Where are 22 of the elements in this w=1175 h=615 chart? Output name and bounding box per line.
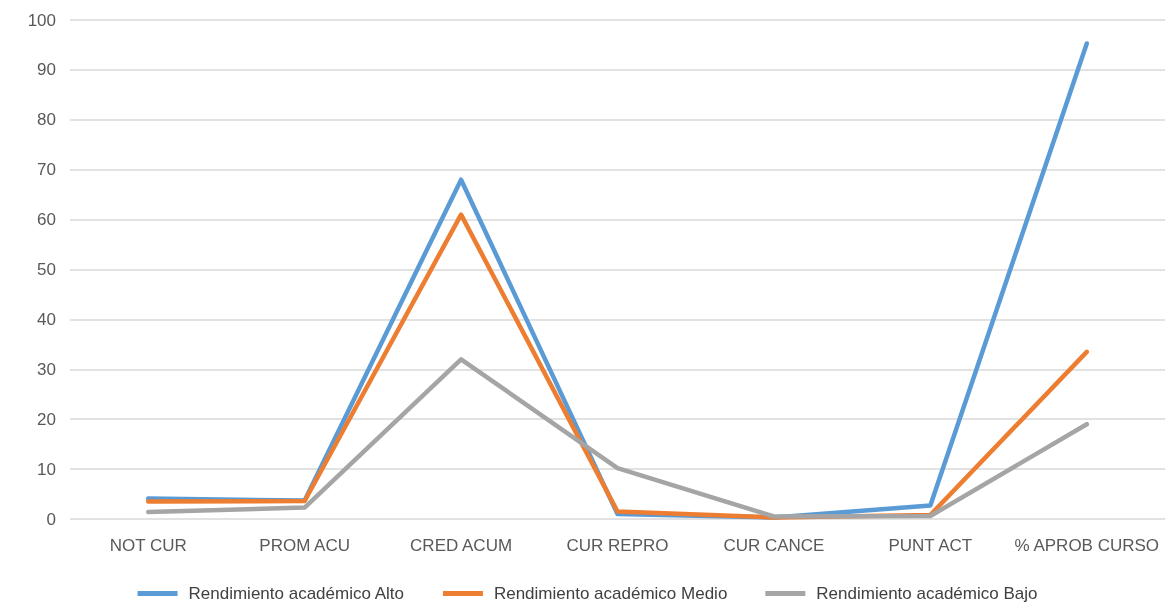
x-tick-label: CUR CANCE xyxy=(723,536,825,555)
y-tick-label: 30 xyxy=(37,359,56,379)
y-tick-label: 70 xyxy=(37,160,56,180)
y-tick-label: 90 xyxy=(37,60,56,80)
y-tick-label: 50 xyxy=(37,260,56,279)
x-tick-label: NOT CUR xyxy=(109,536,187,555)
x-tick-label: PROM ACU xyxy=(259,536,350,555)
x-tick-label: CRED ACUM xyxy=(410,536,513,555)
y-tick-label: 60 xyxy=(37,210,56,230)
y-tick-label: 40 xyxy=(37,309,56,329)
legend-label: Rendimiento académico Medio xyxy=(493,584,728,603)
legend-label: Rendimiento académico Bajo xyxy=(816,584,1038,603)
y-tick-label: 100 xyxy=(27,10,56,30)
y-tick-label: 10 xyxy=(37,459,56,479)
x-tick-label: CUR REPRO xyxy=(566,536,669,555)
legend-label: Rendimiento académico Alto xyxy=(188,584,405,603)
y-tick-label: 0 xyxy=(46,509,56,529)
y-tick-label: 80 xyxy=(37,110,56,130)
y-tick-label: 20 xyxy=(37,409,56,429)
x-tick-label: PUNT ACT xyxy=(888,536,973,555)
line-series xyxy=(145,357,1090,519)
x-tick-label: % APROB CURSO xyxy=(1014,536,1160,555)
